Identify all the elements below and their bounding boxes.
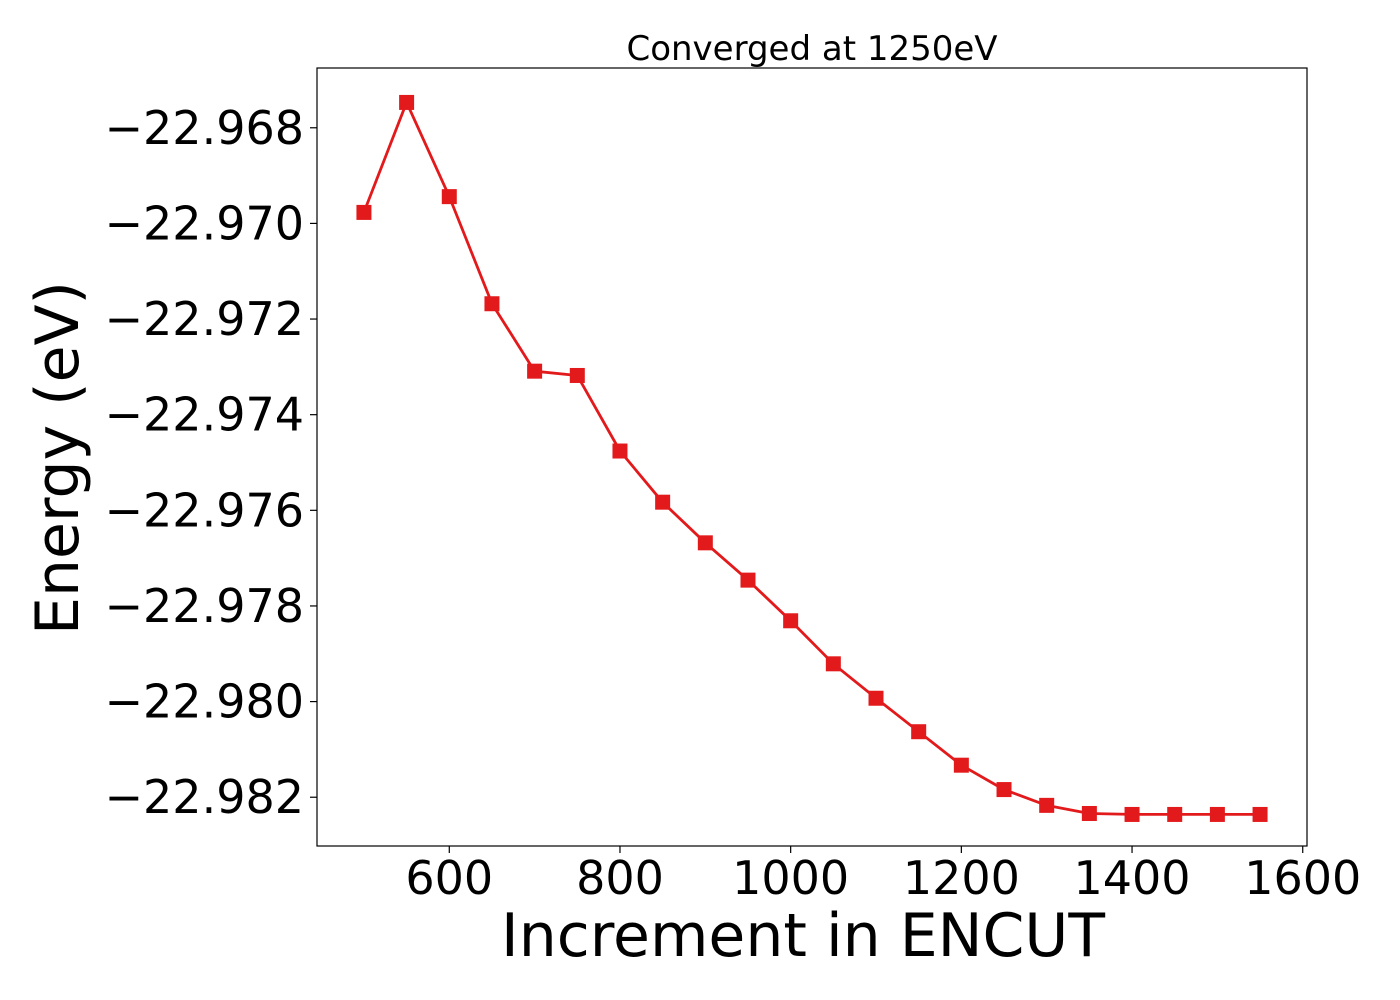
y-tick-label: −22.970 <box>105 196 305 250</box>
data-point-marker <box>825 656 841 672</box>
x-tick-label: 1000 <box>732 851 849 905</box>
x-tick-label: 1600 <box>1244 851 1361 905</box>
x-tick-label: 1200 <box>903 851 1020 905</box>
x-axis-label: Increment in ENCUT <box>501 901 1105 971</box>
data-point-marker <box>1209 806 1225 822</box>
data-point-marker <box>569 367 585 383</box>
y-tick-label: −22.978 <box>105 579 305 633</box>
data-point-marker <box>868 690 884 706</box>
y-tick-label: −22.974 <box>105 388 305 442</box>
y-tick-label: −22.976 <box>105 483 305 537</box>
data-point-marker <box>527 363 543 379</box>
data-point-marker <box>740 572 756 588</box>
y-tick-label: −22.972 <box>105 292 305 346</box>
series-layer <box>356 94 1268 822</box>
y-axis-ticks: −22.968 −22.970 −22.972 −22.974 −22.976 −22.9… <box>105 101 317 824</box>
plot-area-frame <box>316 67 1308 847</box>
data-point-marker <box>655 494 671 510</box>
data-point-marker <box>612 443 628 459</box>
data-point-marker <box>484 296 500 312</box>
x-tick-label: 600 <box>405 851 493 905</box>
data-point-marker <box>441 189 457 205</box>
data-point-marker <box>1167 806 1183 822</box>
data-point-marker <box>911 724 927 740</box>
data-point-marker <box>996 782 1012 798</box>
chart-title: Converged at 1250eV <box>626 29 997 69</box>
data-point-marker <box>1252 806 1268 822</box>
y-axis-label: Energy (eV) <box>23 281 93 635</box>
x-axis-ticks: 600 800 1000 1200 1400 1600 <box>405 846 1361 905</box>
data-point-marker <box>1081 805 1097 821</box>
series-line <box>362 101 1261 816</box>
data-point-marker <box>783 613 799 629</box>
data-point-marker <box>953 757 969 773</box>
x-tick-label: 800 <box>576 851 664 905</box>
data-point-marker <box>697 535 713 551</box>
y-tick-label: −22.982 <box>105 770 305 824</box>
data-point-marker <box>356 204 372 220</box>
data-point-marker <box>399 94 415 110</box>
y-tick-label: −22.968 <box>105 101 305 155</box>
data-point-marker <box>1124 806 1140 822</box>
data-point-marker <box>1039 797 1055 813</box>
x-tick-label: 1400 <box>1074 851 1191 905</box>
y-tick-label: −22.980 <box>105 675 305 729</box>
